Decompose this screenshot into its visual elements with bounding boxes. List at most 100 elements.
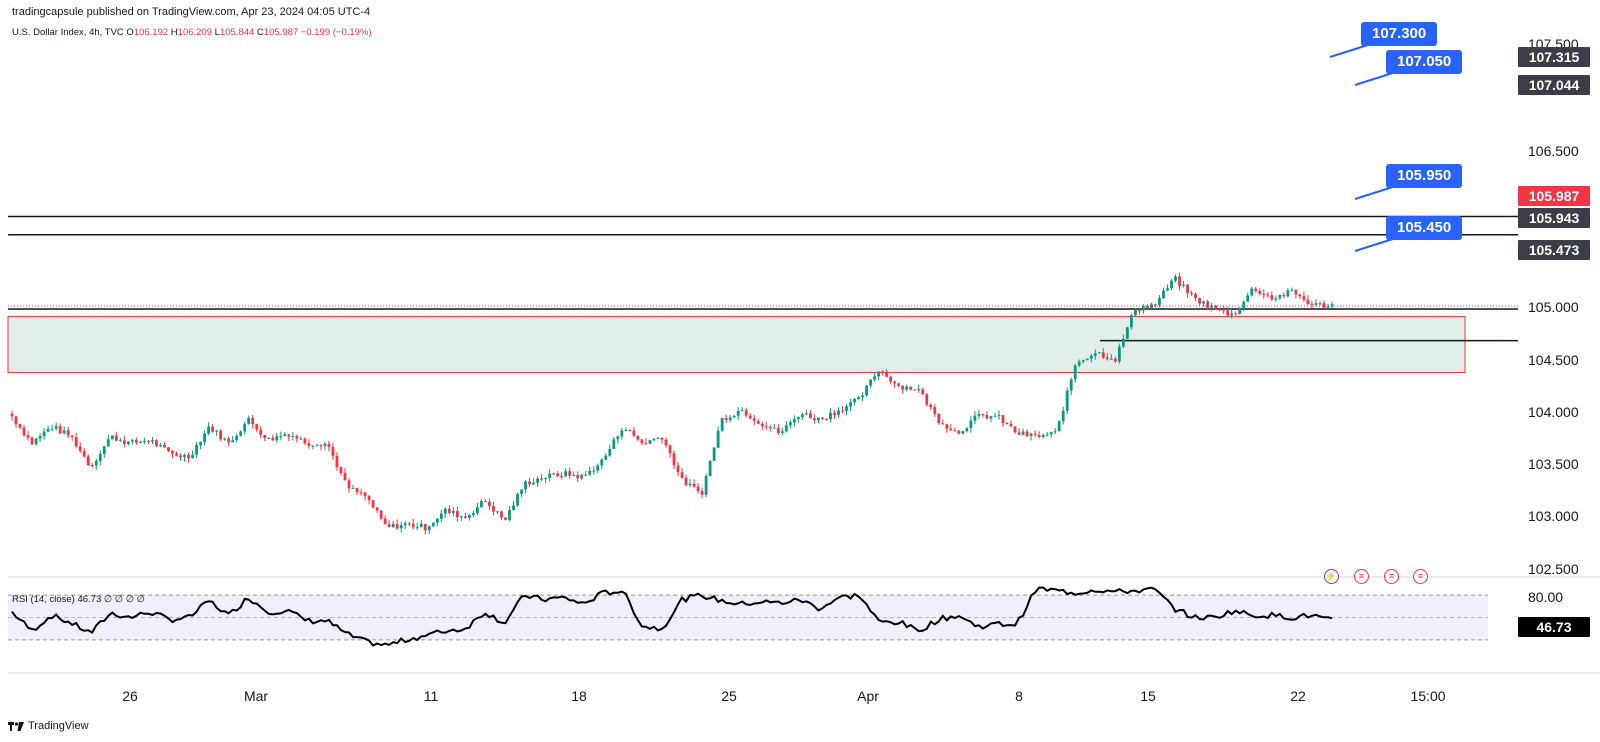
candle [732,415,736,419]
candle-body [512,505,515,511]
candle-body [122,440,126,445]
candle-body [315,445,319,447]
candle [516,492,519,507]
price-tag: 107.315 [1518,47,1590,67]
candle [817,417,820,424]
candle-body [126,441,130,445]
candle [768,424,772,432]
candle [861,392,864,402]
candle [311,445,315,450]
candle-body [98,453,102,462]
tradingview-brand[interactable]: TradingView [8,720,89,732]
candle-body [853,398,856,403]
candle-body [716,430,720,448]
candle [1077,359,1081,368]
candle-body [275,436,279,441]
candle-body [203,433,206,442]
candle [1278,294,1282,301]
candle-body [688,483,692,486]
candle [636,435,640,442]
candle [26,431,30,441]
candle-body [1005,423,1009,425]
candle-body [736,411,740,416]
candle-body [997,415,1001,417]
candle [1314,299,1318,307]
lightning-icon[interactable]: ⚡ [1324,569,1339,584]
candle [969,416,973,433]
candle [776,424,780,435]
candle-body [247,417,251,424]
candle-body [889,376,893,382]
candle-body [800,414,804,418]
candle-body [1101,352,1105,358]
candle [568,467,572,479]
price-callout[interactable]: 105.950 [1386,164,1463,188]
candle-body [179,455,182,457]
candle [279,431,283,441]
candle [893,380,897,388]
candle-body [524,481,527,490]
candle-body [1286,290,1290,297]
candle-body [1290,289,1294,291]
candle [800,412,804,421]
candle [853,398,856,406]
candle-body [628,430,632,432]
open-value: 106.192 [133,27,169,38]
candle [564,468,568,478]
candle [66,426,70,439]
candle-body [1109,358,1113,360]
candle-body [881,371,885,373]
candle-body [692,483,696,487]
candle-body [46,428,50,432]
candle [881,370,885,376]
candle [961,430,965,435]
us-flag-icon[interactable]: ≡ [1354,569,1369,584]
candle [1178,272,1181,291]
candle-body [1041,435,1045,438]
symbol-legend: U.S. Dollar Index, 4h, TVC O106.192 H106… [12,27,372,38]
symbol-name[interactable]: U.S. Dollar Index, 4h, TVC [12,27,124,38]
candle [335,452,339,471]
candle-body [347,480,351,489]
candle-body [957,430,961,434]
candle-body [1330,304,1334,307]
candle [736,407,740,421]
candle-body [118,440,122,442]
candle [740,407,744,412]
candle-body [516,493,519,506]
candle [199,441,202,450]
candle-body [568,471,572,476]
price-callout[interactable]: 107.050 [1386,50,1463,74]
candle [1262,289,1266,299]
us-flag-icon[interactable]: ≡ [1413,569,1428,584]
rsi-legend[interactable]: RSI (14, close) 46.73 ∅ ∅ ∅ ∅ [12,594,145,605]
candle [391,520,395,529]
candle-body [263,434,267,439]
candle [532,478,535,485]
candle-body [235,435,239,441]
candle-body [1057,421,1061,432]
price-callout[interactable]: 107.300 [1361,22,1438,46]
candle [14,415,18,428]
candle-body [1302,296,1306,300]
candle-body [913,389,917,391]
candle [303,437,307,446]
time-tick-label: 15:00 [1410,688,1446,704]
candle-body [395,524,399,529]
candle-body [143,441,146,443]
us-flag-icon[interactable]: ≡ [1384,569,1399,584]
candle-body [443,508,447,514]
supply-zone-rect [7,316,1466,374]
candle-body [339,467,343,473]
candle-body [447,508,451,513]
candle [295,434,299,443]
price-tag: 105.473 [1518,240,1590,260]
candle-body [536,478,539,483]
price-callout[interactable]: 105.450 [1386,216,1463,240]
candle-body [877,371,881,377]
candle-body [455,510,459,518]
candle-body [359,492,363,494]
candle [195,441,198,458]
candle [560,471,564,480]
